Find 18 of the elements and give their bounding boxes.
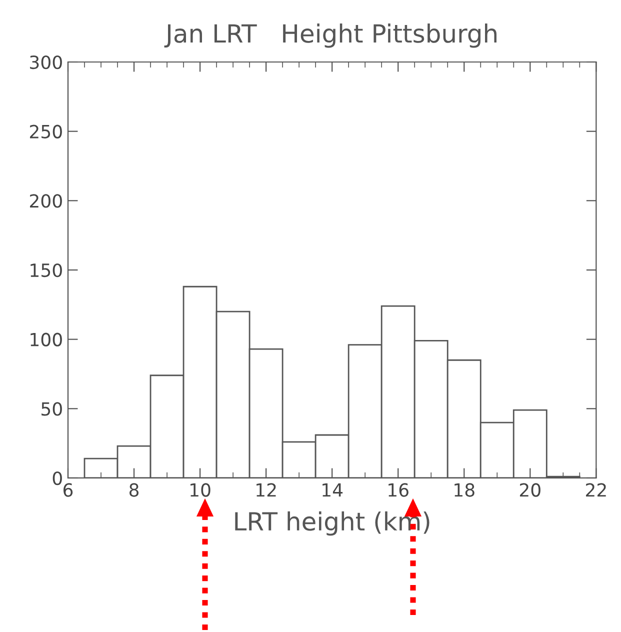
x-tick-label: 22: [586, 483, 606, 497]
y-tick-label: 150: [30, 263, 62, 278]
y-tick-label: 100: [30, 332, 62, 346]
x-axis-title: LRT height (km): [235, 511, 430, 536]
x-tick-label: 12: [256, 483, 276, 497]
x-tick-label: 20: [520, 483, 540, 497]
chart-title: Jan LRT Height Pittsburgh: [164, 24, 496, 48]
x-tick-label: 8: [130, 483, 139, 497]
x-tick-label: 6: [64, 483, 73, 497]
y-tick-label: 0: [52, 471, 62, 486]
y-tick-label: 300: [30, 55, 62, 70]
y-tick-label: 50: [42, 402, 62, 416]
x-tick-label: 16: [388, 483, 408, 497]
y-tick-label: 250: [30, 124, 62, 138]
x-tick-label: 10: [190, 483, 210, 497]
x-tick-label: 14: [322, 483, 343, 497]
y-tick-label: 200: [30, 194, 62, 208]
x-tick-label: 18: [454, 483, 474, 497]
